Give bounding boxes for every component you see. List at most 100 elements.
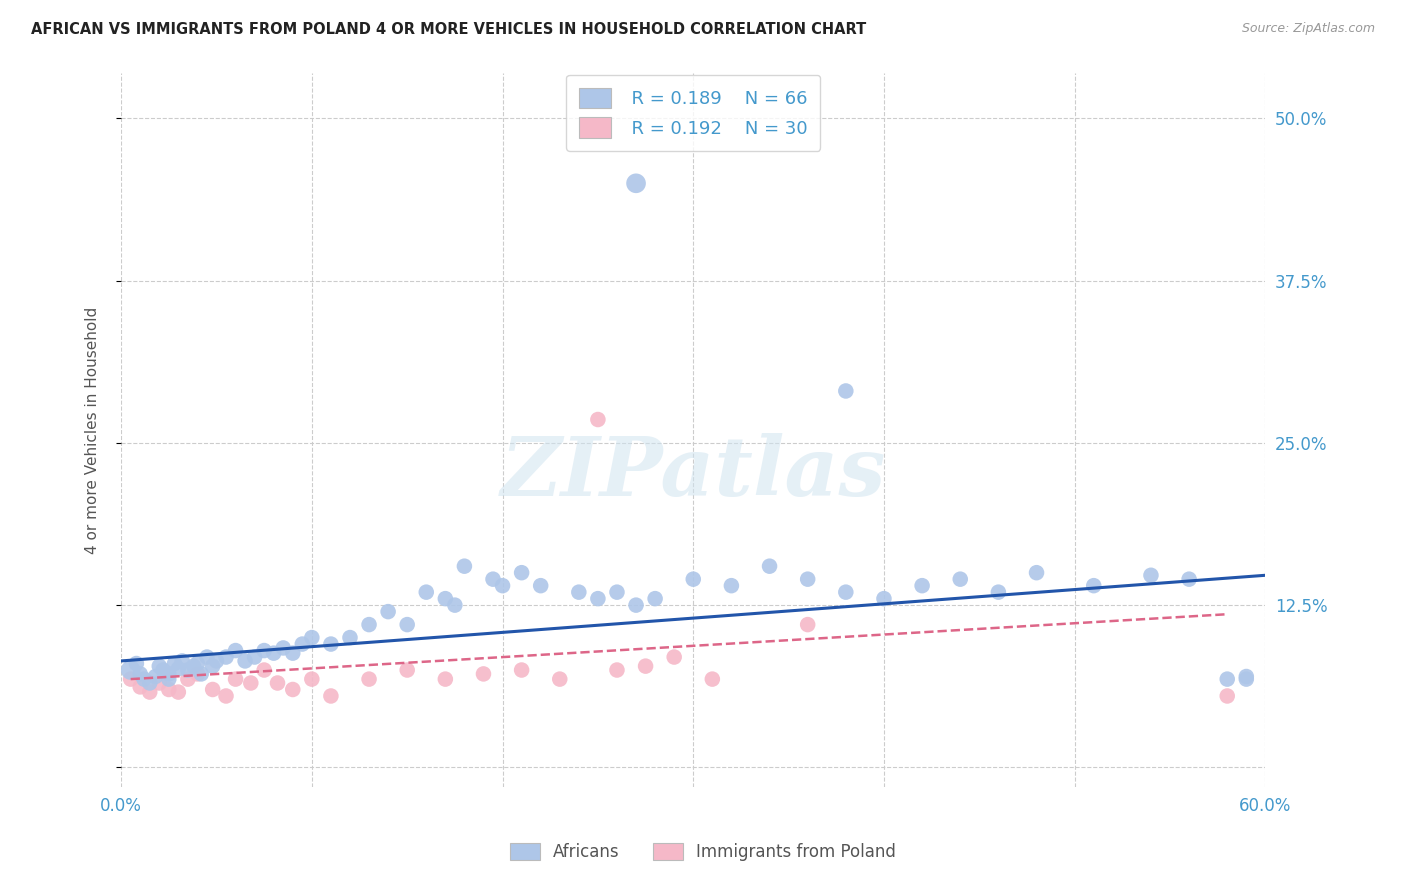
Point — [253, 663, 276, 677]
Point — [586, 591, 609, 606]
Point — [266, 676, 288, 690]
Point — [491, 579, 513, 593]
Point — [415, 585, 437, 599]
Point — [186, 667, 208, 681]
Point — [167, 662, 190, 676]
Point — [132, 672, 155, 686]
Point — [1234, 669, 1257, 683]
Point — [568, 585, 591, 599]
Point — [530, 579, 553, 593]
Legend:   R = 0.189    N = 66,   R = 0.192    N = 30: R = 0.189 N = 66, R = 0.192 N = 30 — [567, 75, 821, 151]
Point — [177, 672, 200, 686]
Point — [281, 682, 304, 697]
Point — [139, 685, 162, 699]
Point — [396, 663, 419, 677]
Point — [139, 676, 162, 690]
Point — [205, 654, 228, 668]
Point — [157, 682, 180, 697]
Point — [682, 572, 704, 586]
Point — [835, 384, 858, 398]
Point — [163, 657, 186, 671]
Point — [152, 663, 174, 677]
Point — [510, 663, 533, 677]
Point — [120, 663, 142, 677]
Point — [357, 672, 380, 686]
Point — [644, 591, 666, 606]
Point — [125, 657, 148, 671]
Point — [339, 631, 361, 645]
Point — [357, 617, 380, 632]
Point — [243, 650, 266, 665]
Point — [233, 654, 256, 668]
Point — [190, 667, 212, 681]
Point — [129, 667, 152, 681]
Point — [702, 672, 724, 686]
Point — [1216, 672, 1239, 686]
Point — [225, 643, 247, 657]
Point — [720, 579, 742, 593]
Point — [472, 667, 495, 681]
Point — [129, 680, 152, 694]
Point — [444, 598, 467, 612]
Point — [291, 637, 314, 651]
Point — [215, 650, 238, 665]
Point — [911, 579, 934, 593]
Point — [172, 654, 194, 668]
Point — [319, 689, 342, 703]
Point — [796, 572, 818, 586]
Point — [319, 637, 342, 651]
Point — [201, 682, 224, 697]
Point — [510, 566, 533, 580]
Point — [1140, 568, 1163, 582]
Point — [263, 646, 285, 660]
Point — [434, 672, 457, 686]
Point — [1216, 689, 1239, 703]
Legend: Africans, Immigrants from Poland: Africans, Immigrants from Poland — [503, 836, 903, 868]
Point — [606, 585, 628, 599]
Y-axis label: 4 or more Vehicles in Household: 4 or more Vehicles in Household — [86, 306, 100, 554]
Point — [377, 605, 399, 619]
Point — [835, 585, 858, 599]
Point — [606, 663, 628, 677]
Text: ZIPatlas: ZIPatlas — [501, 433, 886, 513]
Point — [396, 617, 419, 632]
Point — [148, 676, 170, 690]
Point — [1234, 672, 1257, 686]
Point — [183, 659, 205, 673]
Point — [987, 585, 1010, 599]
Point — [225, 672, 247, 686]
Point — [758, 559, 780, 574]
Point — [434, 591, 457, 606]
Point — [634, 659, 657, 673]
Point — [796, 617, 818, 632]
Point — [120, 672, 142, 686]
Point — [145, 669, 167, 683]
Point — [624, 176, 647, 190]
Point — [157, 667, 180, 681]
Point — [453, 559, 475, 574]
Point — [186, 657, 208, 671]
Text: Source: ZipAtlas.com: Source: ZipAtlas.com — [1241, 22, 1375, 36]
Point — [548, 672, 571, 686]
Point — [1083, 579, 1105, 593]
Point — [301, 631, 323, 645]
Point — [1025, 566, 1047, 580]
Point — [301, 672, 323, 686]
Point — [586, 412, 609, 426]
Point — [281, 646, 304, 660]
Point — [177, 663, 200, 677]
Point — [949, 572, 972, 586]
Point — [253, 643, 276, 657]
Point — [271, 640, 294, 655]
Point — [624, 598, 647, 612]
Text: AFRICAN VS IMMIGRANTS FROM POLAND 4 OR MORE VEHICLES IN HOUSEHOLD CORRELATION CH: AFRICAN VS IMMIGRANTS FROM POLAND 4 OR M… — [31, 22, 866, 37]
Point — [215, 689, 238, 703]
Point — [239, 676, 262, 690]
Point — [482, 572, 505, 586]
Point — [1178, 572, 1201, 586]
Point — [873, 591, 896, 606]
Point — [201, 659, 224, 673]
Point — [664, 650, 686, 665]
Point — [157, 672, 180, 686]
Point — [195, 650, 218, 665]
